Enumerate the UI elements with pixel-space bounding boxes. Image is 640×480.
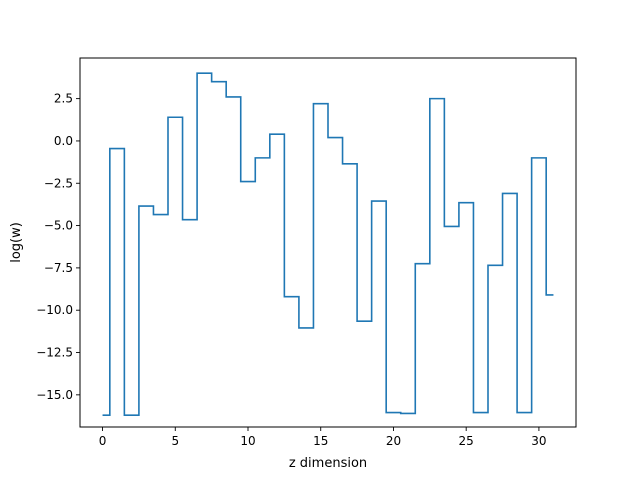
y-tick-label: 2.5 (54, 92, 73, 106)
x-tick-label: 5 (171, 434, 179, 448)
y-tick-label: −15.0 (36, 388, 73, 402)
axes-frame (79, 57, 577, 428)
series-step-line (102, 72, 554, 416)
y-tick-label: −10.0 (36, 303, 73, 317)
y-axis-label: log(w) (9, 222, 24, 263)
x-axis-label: z dimension (289, 456, 367, 471)
plot-area (102, 72, 554, 416)
y-tick-label: −7.5 (44, 261, 73, 275)
y-tick-label: 0.0 (54, 134, 73, 148)
x-tick-label: 20 (386, 434, 401, 448)
x-tick-label: 10 (240, 434, 255, 448)
x-tick-label: 0 (99, 434, 107, 448)
x-tick-label: 30 (531, 434, 546, 448)
x-axis-ticks: 0 5 10 15 20 25 30 (99, 427, 547, 448)
x-tick-label: 15 (313, 434, 328, 448)
y-axis-ticks: 2.5 0.0 −2.5 −5.0 −7.5 −10.0 −12.5 −15.0 (36, 92, 80, 402)
y-tick-label: −5.0 (44, 219, 73, 233)
y-tick-label: −2.5 (44, 176, 73, 190)
y-tick-label: −12.5 (36, 346, 73, 360)
x-tick-label: 25 (459, 434, 474, 448)
